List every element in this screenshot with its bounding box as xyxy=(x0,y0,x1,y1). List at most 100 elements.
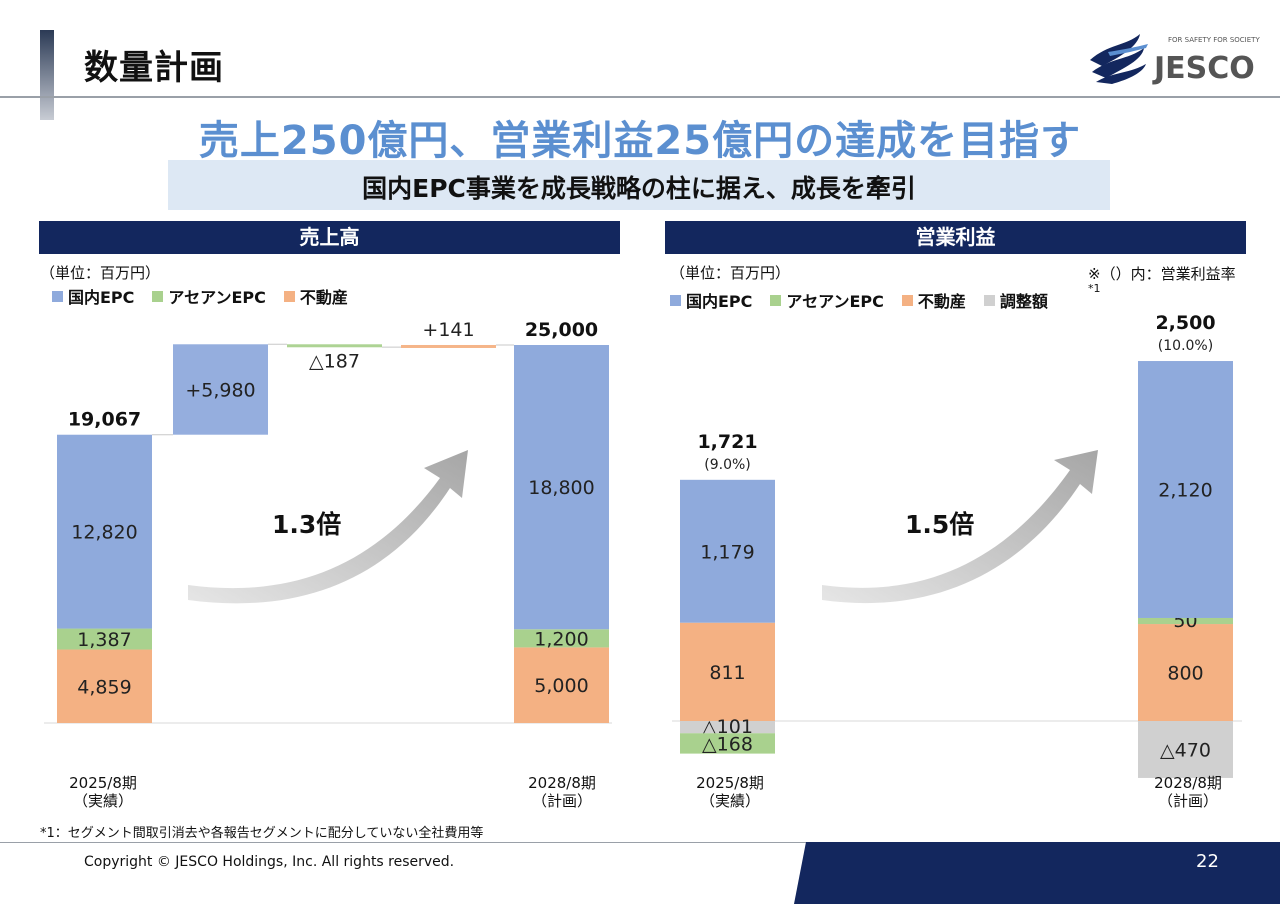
sales-growth-arrow-icon xyxy=(188,450,468,604)
sales-category-2025: 2025/8期 （実績） xyxy=(48,774,158,810)
legend-item-realestate: 不動産 xyxy=(901,288,966,312)
logo-text: JESCO xyxy=(1152,51,1255,86)
footer-band xyxy=(794,842,1280,904)
profit-2028-bar-margin-label: (10.0%) xyxy=(1158,338,1213,354)
sales-bridge-label: △187 xyxy=(309,350,360,372)
profit-2028-bar-total-label: 2,500 xyxy=(1155,312,1215,334)
legend-label: 国内EPC xyxy=(68,288,135,307)
profit-2025-bar-total-label: 1,721 xyxy=(697,431,757,453)
profit-2028-bar-segment xyxy=(1138,617,1233,625)
sales-bridge-label: +141 xyxy=(422,319,474,341)
profit-2025-bar-segment xyxy=(680,622,775,721)
sales-2025-bar-segment xyxy=(57,628,152,650)
sales-2025-bar-segment-label: 12,820 xyxy=(71,522,137,544)
profit-growth-arrow-icon xyxy=(822,450,1098,604)
legend-swatch xyxy=(770,294,782,306)
sales-2028-bar-segment-label: 5,000 xyxy=(534,675,588,697)
sales-2025-bar-segment-label: 1,387 xyxy=(77,629,131,651)
legend-label: アセアンEPC xyxy=(168,288,266,307)
legend-label: 不動産 xyxy=(299,288,348,307)
legend-label: アセアンEPC xyxy=(786,292,884,311)
legend-swatch xyxy=(52,290,63,302)
category-line1: 2025/8期 xyxy=(696,774,764,792)
legend-item-asean: アセアンEPC xyxy=(770,288,884,312)
profit-2025-bar-segment xyxy=(680,479,775,623)
legend-swatch xyxy=(670,294,681,306)
category-line1: 2028/8期 xyxy=(528,774,596,792)
profit-panel-header: 営業利益 xyxy=(665,221,1246,254)
category-line2: （計画） xyxy=(531,792,592,810)
legend-swatch xyxy=(283,290,295,302)
legend-swatch xyxy=(152,290,164,302)
sales-2028-bar-segment-label: 1,200 xyxy=(534,628,588,650)
profit-chart: 8111,179△101△1681,721(9.0%)800502,120△47… xyxy=(672,312,1242,778)
headline: 売上250億円、営業利益25億円の達成を目指す xyxy=(198,118,1082,164)
profit-legend: 国内EPC アセアンEPC 不動産 調整額 xyxy=(670,288,1048,312)
subhead: 国内EPC事業を成長戦略の柱に据え、成長を牽引 xyxy=(362,174,916,203)
legend-item-domestic: 国内EPC xyxy=(670,288,752,312)
category-line2: （計画） xyxy=(1157,792,1218,810)
sales-2028-bar-segment xyxy=(514,629,609,648)
profit-2025-bar-margin-label: (9.0%) xyxy=(704,457,751,473)
company-logo: FOR SAFETY FOR SOCIETY JESCO xyxy=(1090,34,1260,86)
profit-2025-bar-segment-label: 811 xyxy=(709,662,745,684)
sales-bridge-label: +5,980 xyxy=(185,379,255,401)
legend-item-domestic: 国内EPC xyxy=(52,284,134,308)
profit-unit-label: （単位：百万円） xyxy=(670,264,791,282)
legend-label: 調整額 xyxy=(999,292,1048,311)
category-line1: 2028/8期 xyxy=(1154,774,1222,792)
profit-2025-bar-segment-label: △101 xyxy=(702,716,753,738)
page-title: 数量計画 xyxy=(84,48,224,88)
category-line2: （実績） xyxy=(699,792,760,810)
sales-panel-header: 売上高 xyxy=(39,221,620,254)
sales-bridge-step xyxy=(401,344,496,348)
profit-growth-multiplier: 1.5倍 xyxy=(905,510,975,539)
page-number: 22 xyxy=(1196,851,1219,872)
sales-2025-bar-segment-label: 4,859 xyxy=(77,676,131,698)
sales-2025-bar-total-label: 19,067 xyxy=(68,409,141,431)
legend-item-realestate: 不動産 xyxy=(283,284,348,308)
profit-2025-bar-segment-label: 1,179 xyxy=(700,541,754,563)
category-line1: 2025/8期 xyxy=(69,774,137,792)
profit-category-2025: 2025/8期 （実績） xyxy=(675,774,785,810)
profit-category-2028: 2028/8期 （計画） xyxy=(1133,774,1243,810)
profit-2028-bar-segment-label: △470 xyxy=(1160,739,1211,761)
profit-2025-bar-segment xyxy=(680,721,775,734)
legend-swatch xyxy=(983,294,995,306)
copyright: Copyright © JESCO Holdings, Inc. All rig… xyxy=(84,854,455,870)
sales-2028-bar-segment-label: 18,800 xyxy=(528,477,594,499)
profit-2025-bar-segment-label: △168 xyxy=(702,733,753,755)
sales-2028-bar-segment xyxy=(514,345,609,630)
profit-2028-bar-segment xyxy=(1138,721,1233,778)
profit-2028-bar-segment xyxy=(1138,624,1233,721)
legend-label: 国内EPC xyxy=(686,292,753,311)
legend-item-asean: アセアンEPC xyxy=(152,284,266,308)
sales-chart: 4,859 1,387 12,820 19,067 5,000 1,200 18,800 25… xyxy=(44,319,612,724)
legend-item-adjustment: 調整額 xyxy=(983,288,1048,312)
sales-growth-multiplier: 1.3倍 xyxy=(272,510,342,539)
logo-tagline: FOR SAFETY FOR SOCIETY xyxy=(1168,36,1260,44)
adjustment-footnote-ref: *1 xyxy=(1088,282,1101,295)
sales-2025-bar-segment xyxy=(57,434,152,629)
sales-category-2028: 2028/8期 （計画） xyxy=(507,774,617,810)
category-line2: （実績） xyxy=(72,792,133,810)
subhead-box xyxy=(168,160,1110,210)
profit-2028-bar-segment xyxy=(1138,361,1233,618)
sales-2025-bar-segment xyxy=(57,649,152,723)
profit-2028-bar-segment-label: 2,120 xyxy=(1158,480,1212,502)
sales-bridge-step xyxy=(287,344,382,348)
profit-margin-note: ※（）内：営業利益率 xyxy=(1088,265,1236,283)
sales-unit-label: （単位：百万円） xyxy=(40,264,161,282)
profit-2025-bar-segment xyxy=(680,733,775,754)
sales-bridge-step xyxy=(173,344,268,435)
legend-label: 不動産 xyxy=(917,292,966,311)
sales-2028-bar-segment xyxy=(514,647,609,723)
logo-wave-icon xyxy=(1090,34,1148,84)
sales-2028-bar-total-label: 25,000 xyxy=(525,319,598,341)
footnote: *1：セグメント間取引消去や各報告セグメントに配分していない全社費用等 xyxy=(40,826,484,841)
legend-swatch xyxy=(901,294,913,306)
sales-legend: 国内EPC アセアンEPC 不動産 xyxy=(52,284,366,308)
profit-2028-bar-segment-label: 800 xyxy=(1167,663,1203,685)
footer-divider xyxy=(0,842,1280,843)
